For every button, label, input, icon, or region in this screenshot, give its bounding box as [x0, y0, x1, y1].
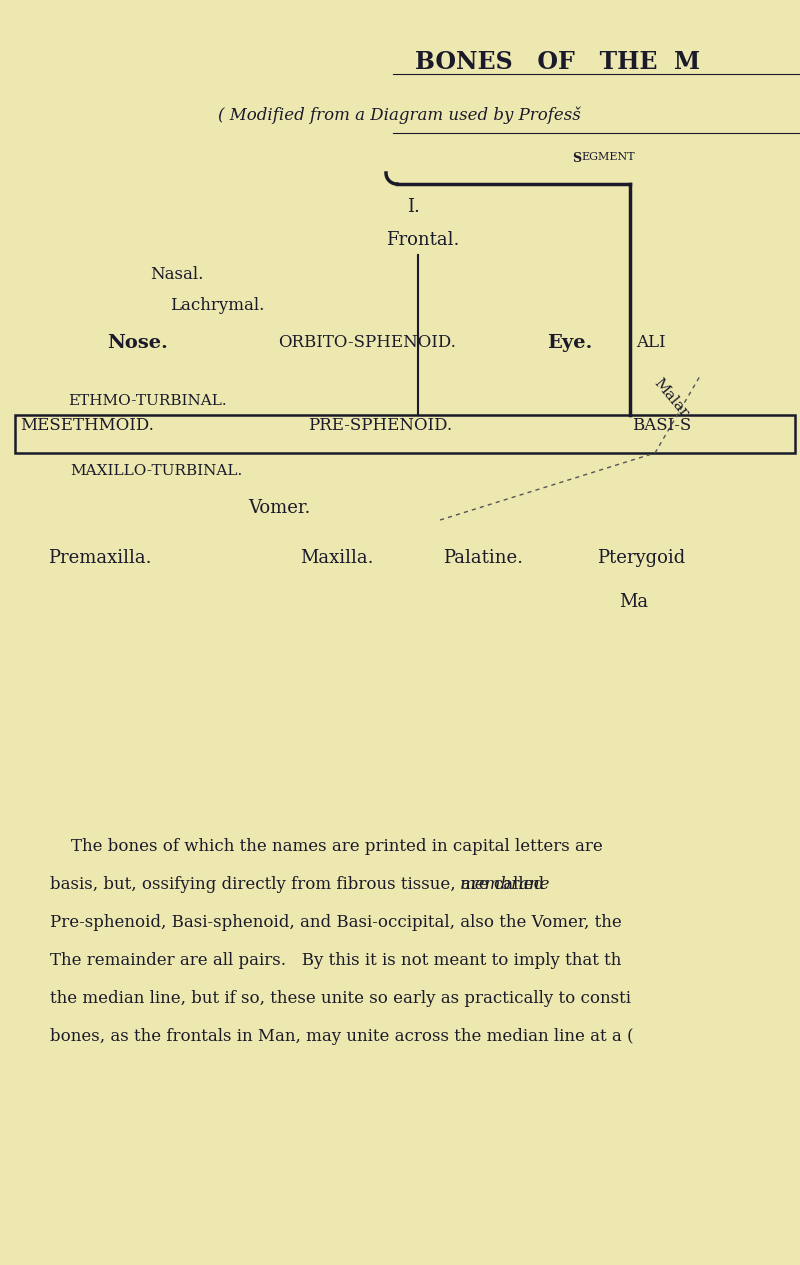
Text: S: S	[572, 152, 581, 164]
Text: Frontal.: Frontal.	[386, 231, 459, 249]
Text: PRE-SPHENOID.: PRE-SPHENOID.	[308, 417, 452, 434]
Text: Malar: Malar	[651, 376, 691, 420]
Text: ( Modified from a Diagram used by Profesš: ( Modified from a Diagram used by Profes…	[218, 106, 581, 124]
Text: Palatine.: Palatine.	[443, 549, 523, 567]
Text: Nose.: Nose.	[107, 334, 168, 352]
Text: Nasal.: Nasal.	[150, 266, 203, 283]
Text: EGMENT: EGMENT	[581, 152, 634, 162]
Text: ALI: ALI	[636, 334, 666, 350]
Text: basis, but, ossifying directly from fibrous tissue, are called: basis, but, ossifying directly from fibr…	[50, 875, 550, 893]
Text: Eye.: Eye.	[547, 334, 592, 352]
Text: The bones of which the names are printed in capital letters are: The bones of which the names are printed…	[50, 837, 602, 855]
Text: Lachrymal.: Lachrymal.	[170, 297, 264, 314]
Text: I.: I.	[407, 199, 420, 216]
Text: Pre-sphenoid, Basi-sphenoid, and Basi-occipital, also the Vomer, the: Pre-sphenoid, Basi-sphenoid, and Basi-oc…	[50, 915, 622, 931]
Text: bones, as the frontals in Man, may unite across the median line at a (: bones, as the frontals in Man, may unite…	[50, 1028, 634, 1045]
Bar	[15, 415, 795, 453]
Text: membrane: membrane	[459, 875, 550, 893]
Text: ETHMO-TURBINAL.: ETHMO-TURBINAL.	[68, 393, 226, 409]
Text: MESETHMOID.: MESETHMOID.	[20, 417, 154, 434]
Text: the median line, but if so, these unite so early as practically to consti: the median line, but if so, these unite …	[50, 990, 631, 1007]
Text: Ma: Ma	[619, 593, 648, 611]
Text: BASI-S: BASI-S	[632, 417, 691, 434]
Text: ORBITO-SPHENOID.: ORBITO-SPHENOID.	[278, 334, 456, 350]
Text: BONES   OF   THE  M: BONES OF THE M	[415, 51, 700, 73]
Text: Pterygoid: Pterygoid	[597, 549, 686, 567]
Text: MAXILLO-TURBINAL.: MAXILLO-TURBINAL.	[70, 464, 242, 478]
Text: Vomer.: Vomer.	[248, 498, 310, 517]
Text: The remainder are all pairs.   By this it is not meant to imply that th: The remainder are all pairs. By this it …	[50, 953, 622, 969]
Text: Premaxilla.: Premaxilla.	[48, 549, 151, 567]
Text: Maxilla.: Maxilla.	[300, 549, 374, 567]
